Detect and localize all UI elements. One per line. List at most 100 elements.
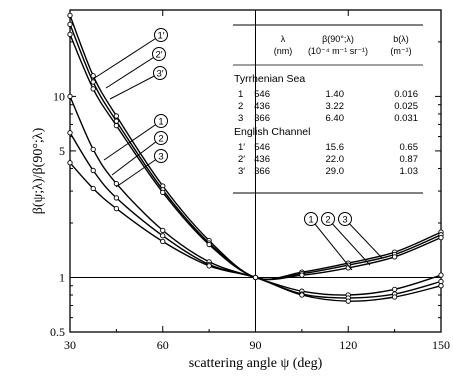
table-cell: 0.031 [394,113,418,124]
callout-right-3-text: 3 [342,215,347,226]
table-cell: 0.016 [394,89,418,100]
callout-lower-2-text: 2 [158,134,163,145]
data-point [160,189,166,196]
callout-upper-2-leader [105,53,160,89]
data-point [438,272,444,278]
table-cell: 366 [254,113,270,124]
data-point [206,241,212,248]
data-point [252,274,259,281]
table-header-line1: β(90°;λ) [322,34,354,44]
y-tick-label: 10 [53,89,65,103]
data-point [67,160,73,166]
data-point [438,283,444,289]
table-cell: 546 [254,142,270,153]
data-point [67,12,73,19]
table-header-line2: (10⁻⁴ m⁻¹ sr⁻¹) [308,46,368,56]
callout-right-3-leader [344,218,383,259]
data-point [160,227,166,234]
table-cell: 0.025 [394,101,418,112]
callout-lower-3-leader [115,155,162,188]
y-tick-label: 0.5 [50,325,65,339]
chart-labels: 30 60 90 120 150 0.5 1 5 10 scattering angle ψ (d… [31,28,450,371]
table-cell: 6.40 [326,113,345,124]
table-group-name: Tyrrhenian Sea [234,73,305,85]
data-point [438,278,444,285]
callout-lower-1-text: 1 [158,117,163,128]
data-point [67,31,73,38]
callout-right-2-text: 2 [325,215,330,226]
callout-lower-1-leader [103,120,162,161]
data-point [345,298,351,304]
data-point [113,122,120,129]
table-cell: 436 [254,101,270,112]
data-point [90,146,96,153]
table-header-line2: (m⁻¹) [390,46,411,56]
table-cell: 3.22 [326,101,345,112]
callout-upper-3-leader [109,72,161,100]
table-cell: 366 [254,166,270,177]
table-cell: 1.03 [400,166,419,177]
table-cell: 1.40 [326,89,345,100]
x-tick-label: 30 [64,338,76,352]
series-line-3 [69,162,442,302]
series-line-1 [69,96,442,296]
series-line-5 [69,24,442,281]
data-point [391,286,398,292]
x-tick-label: 120 [339,338,357,352]
table-cell: 22.0 [326,154,345,165]
callout-right-1-circle [304,212,318,226]
table-cell: 29.0 [326,166,345,177]
x-tick-label: 60 [157,338,169,352]
callout-upper-1-circle [154,28,168,42]
callout-lower-3-circle [154,149,168,163]
data-point [438,234,444,241]
data-point [160,233,166,239]
x-tick-label: 90 [250,338,262,352]
callout-lower-3-text: 3 [158,152,163,163]
data-point [206,263,212,269]
table-header-line2: (nm) [274,46,293,56]
data-point [90,86,96,92]
data-point [67,21,73,27]
callout-lower-1-circle [154,114,168,128]
callout-lower-2-leader [111,137,162,176]
table-header-line1: b(λ) [393,34,409,44]
data-table: λ (nm) β(90°;λ) (10⁻⁴ m⁻¹ sr⁻¹) b(λ) (m⁻¹) Tyr… [233,24,423,194]
callout-upper-3-circle [153,66,167,80]
table-cell: 3′ [238,166,245,177]
callout-right-2-circle [321,212,335,226]
data-point [299,292,305,298]
callout-lower-2-circle [154,131,168,145]
data-point [90,167,96,174]
chart-marks [67,9,444,333]
y-tick-label: 1 [59,270,65,284]
data-point [160,238,166,245]
callout-upper-1-text: 1′ [157,31,164,42]
callout-upper-3-text: 3′ [156,69,163,80]
x-axis-title: scattering angle ψ (deg) [189,356,323,371]
table-cell: 0.65 [400,142,419,153]
table-cell: 2 [238,101,243,112]
table-cell: 546 [254,89,270,100]
callout-right-2-leader [327,218,371,266]
data-point [67,130,73,136]
data-point [90,185,96,192]
data-point [90,79,96,85]
table-header-line1: λ [281,34,286,44]
callout-upper-2-circle [152,47,166,61]
data-point [113,205,120,212]
callout-upper-2-text: 2′ [155,50,162,61]
table-group-name: English Channel [234,126,310,138]
table-cell: 3 [238,113,243,124]
table-cell: 1 [238,89,243,100]
data-point [67,93,73,100]
table-cell: 0.87 [400,154,419,165]
table-cell: 15.6 [326,142,345,153]
data-point [113,195,120,201]
data-point [391,294,398,300]
table-cell: 2′ [238,154,245,165]
y-tick-label: 5 [59,144,65,158]
table-cell: 436 [254,154,270,165]
